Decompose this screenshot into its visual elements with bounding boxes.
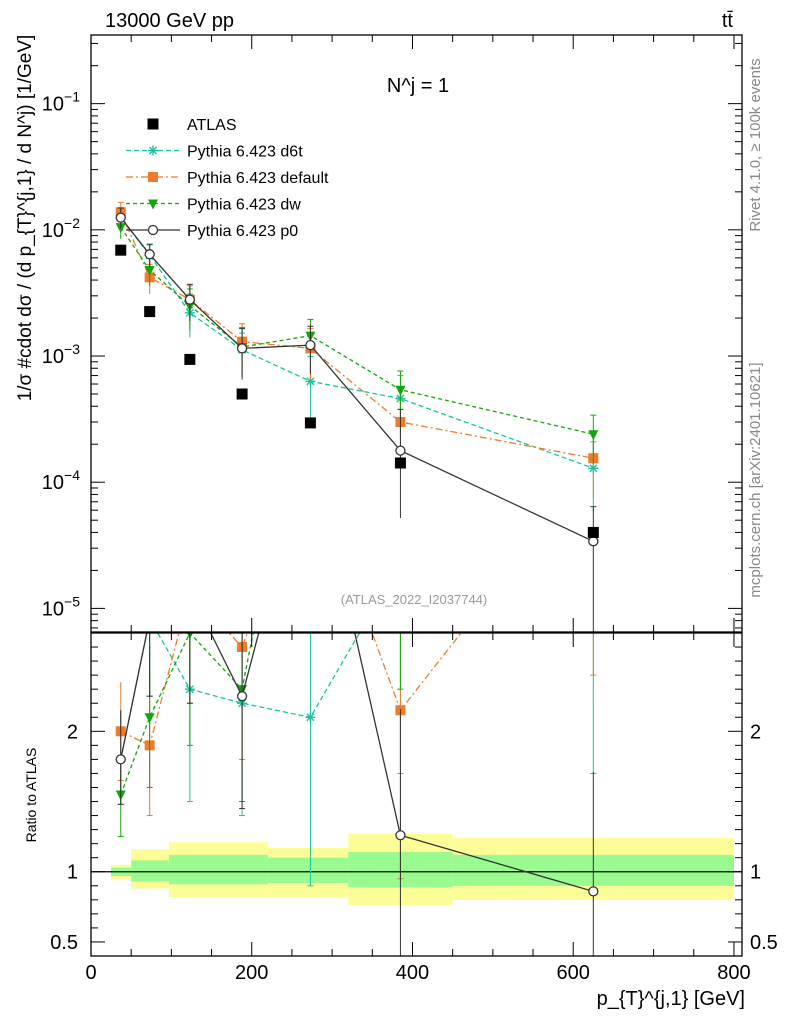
observable-label: N^j = 1: [387, 75, 449, 97]
series-point-p0: [395, 445, 406, 456]
ratio-axis-label: Ratio to ATLAS: [23, 748, 39, 843]
main-panel-frame: [90, 34, 743, 633]
series-point-p0: [144, 249, 155, 260]
rivet-version-label: Rivet 4.1.0, ≥ 100k events: [747, 58, 764, 231]
x-tick-label: 600: [557, 962, 590, 984]
ratio-tick-label-left: 0.5: [50, 932, 78, 954]
ratio-point-p0: [395, 830, 406, 841]
legend-marker: [148, 172, 158, 182]
stat-uncertainty-band-2: [168, 854, 268, 885]
atlas-data-point: [144, 306, 156, 318]
y-tick-label: 10−1: [42, 89, 80, 116]
legend-marker: [147, 224, 159, 236]
series-point-dw: [144, 266, 155, 277]
ratio-point-dw: [144, 713, 155, 724]
atlas-data-point: [304, 417, 316, 429]
ratio-point-p0: [306, 432, 315, 441]
y-tick-label: 10−3: [42, 341, 80, 368]
ratio-point-p0: [185, 586, 194, 595]
main-series: [115, 201, 599, 632]
legend: ATLAS Pythia 6.423 d6t Pythia 6.423 defaul…: [126, 117, 329, 240]
y-axis-label: 1/σ #cdot dσ / (d p_{T}^{j,1} / d N^j) […: [15, 35, 36, 402]
series-point-p0: [115, 212, 126, 223]
ratio-point-default: [185, 586, 195, 596]
ratio-point-p0: [145, 614, 154, 623]
atlas-data-point: [115, 244, 127, 256]
legend-label: ATLAS: [187, 117, 237, 134]
ratio-point-d6t: [305, 712, 316, 723]
ratio-uncertainty-bands: [111, 833, 734, 906]
axis-ticks: [90, 35, 742, 957]
mcplots-site-label: mcplots.cern.ch [arXiv:2401.10621]: [747, 362, 764, 597]
ratio-tick-label-right: 1: [750, 862, 761, 884]
ratio-line-dw: [120, 633, 254, 795]
series-point-dw: [588, 430, 599, 441]
ratio-point-default: [305, 459, 315, 469]
series-line-p0: [120, 217, 594, 542]
atlas-data-point: [587, 526, 599, 538]
legend-label: Pythia 6.423 p0: [187, 223, 298, 240]
series-point-dw: [395, 385, 406, 396]
ratio-line-p0: [120, 633, 594, 893]
legend-marker: [147, 118, 159, 130]
axis-tick-labels: 0 200 400 600 800 10−1 10−2 10−3 10−4 10−5 0.5 0.5 1…: [42, 89, 778, 984]
atlas-data-point: [184, 353, 196, 365]
x-axis-label: p_{T}^{j,1} [GeV]: [597, 988, 745, 1010]
x-tick-label: 800: [717, 962, 750, 984]
legend-marker: [148, 199, 158, 210]
legend-label: Pythia 6.423 default: [187, 170, 329, 187]
series-point-d6t: [305, 376, 316, 387]
ratio-point-d6t: [145, 614, 155, 624]
x-tick-label: 400: [396, 962, 429, 984]
series-line-d6t: [120, 217, 594, 469]
series-line-default: [120, 211, 594, 459]
y-tick-label: 10−2: [42, 215, 80, 242]
series-point-p0: [588, 536, 599, 547]
atlas-data-point: [236, 388, 248, 400]
ratio-tick-label-right: 2: [750, 721, 761, 743]
series-point-p0: [305, 339, 316, 351]
process-label: tt̄: [722, 10, 734, 32]
ratio-point-p0: [115, 754, 126, 765]
legend-label: Pythia 6.423 d6t: [187, 144, 303, 161]
energy-label: 13000 GeV pp: [105, 10, 234, 32]
ratio-point-dw: [588, 166, 598, 176]
series-line-dw: [120, 226, 594, 435]
atlas-data-point: [394, 457, 406, 469]
legend-label: Pythia 6.423 dw: [187, 197, 301, 214]
stat-uncertainty-band-1: [131, 860, 169, 882]
series-point-p0: [184, 294, 196, 305]
ratio-panel-frame: [90, 632, 743, 957]
x-tick-label: 200: [235, 962, 268, 984]
ratio-point-p0: [588, 886, 599, 897]
analysis-watermark: (ATLAS_2022_I2037744): [341, 592, 487, 607]
ratio-series: [115, 166, 599, 956]
y-tick-label: 10−5: [42, 593, 80, 620]
x-tick-label: 0: [85, 962, 96, 984]
ratio-point-d6t: [395, 558, 405, 568]
series-point-p0: [236, 343, 248, 354]
y-tick-label: 10−4: [42, 467, 80, 494]
stat-uncertainty-band-3: [267, 857, 349, 883]
atlas-data-points: [115, 244, 599, 538]
ratio-tick-label-right: 0.5: [750, 932, 778, 954]
ratio-point-p0: [236, 691, 248, 702]
legend-marker: [148, 145, 158, 156]
ratio-tick-label-left: 2: [67, 721, 78, 743]
ratio-tick-label-left: 1: [67, 862, 78, 884]
